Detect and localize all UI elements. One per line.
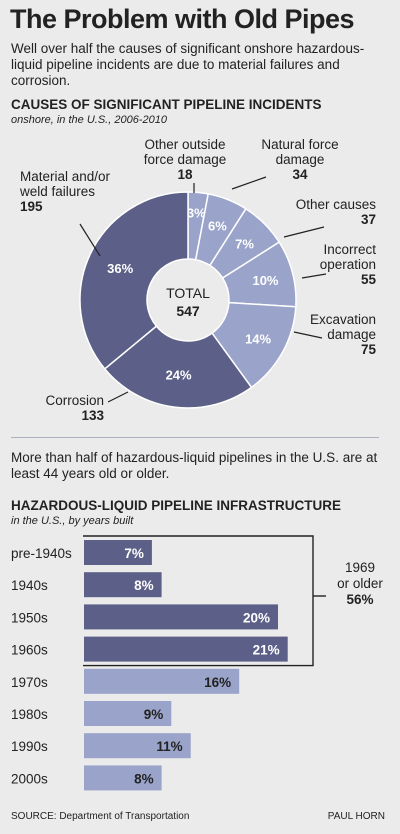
section-intro-text: More than half of hazardous-liquid pipel… bbox=[11, 450, 378, 481]
pie-slice-label-6: 36% bbox=[107, 261, 133, 276]
bar-category-label-1: 1940s bbox=[11, 578, 48, 593]
bar-value-label-2: 20% bbox=[243, 610, 270, 625]
pie-slice-6 bbox=[79, 191, 189, 370]
pie-chart: 3%6% 7% 10% 14% 24% 36% TOTAL 547 Other outsidef… bbox=[19, 137, 377, 423]
pie-slice-label-4: 14% bbox=[245, 332, 271, 347]
bar-category-label-7: 2000s bbox=[11, 771, 48, 786]
pie-leader-5 bbox=[107, 391, 129, 403]
pie-callout-count-2: 37 bbox=[361, 212, 376, 227]
bar-7 bbox=[84, 765, 162, 791]
pie-callout-count-3: 55 bbox=[361, 272, 377, 287]
bar-6 bbox=[84, 733, 191, 759]
bar-1 bbox=[84, 572, 162, 598]
pie-slice-label-5: 24% bbox=[166, 367, 192, 382]
bar-category-label-3: 1960s bbox=[11, 643, 48, 658]
pie-callout-count-1: 34 bbox=[292, 167, 308, 182]
pie-callout-name-6-0: Material and/or bbox=[20, 169, 111, 184]
bar-category-label-5: 1980s bbox=[11, 707, 48, 722]
pie-callout-name-0-1: force damage bbox=[144, 152, 227, 167]
pie-leader-4 bbox=[293, 331, 323, 339]
pie-callout-name-6-1: weld failures bbox=[19, 184, 95, 199]
bracket-label-1: or older bbox=[337, 576, 383, 591]
pie-callout-name-1-1: damage bbox=[276, 152, 325, 167]
pie-center-value: 547 bbox=[176, 303, 200, 319]
bar-category-label-2: 1950s bbox=[11, 610, 48, 625]
pie-slice-label-3: 10% bbox=[252, 273, 278, 288]
pie-callout-name-2-0: Other causes bbox=[296, 197, 377, 212]
bar-2 bbox=[84, 604, 278, 630]
bar-5 bbox=[84, 701, 172, 726]
pie-chart-subtitle: onshore, in the U.S., 2006-2010 bbox=[11, 114, 167, 126]
bar-value-label-7: 8% bbox=[134, 771, 154, 786]
bar-3 bbox=[84, 636, 288, 662]
pie-callout-count-5: 133 bbox=[81, 408, 104, 423]
bar-value-label-4: 16% bbox=[204, 675, 231, 690]
bar-value-label-5: 9% bbox=[144, 707, 164, 722]
bar-chart-subtitle: in the U.S., by years built bbox=[11, 515, 134, 527]
pie-callout-count-0: 18 bbox=[177, 167, 193, 182]
intro-text: Well over half the causes of significant… bbox=[11, 41, 365, 88]
source-note: SOURCE: Department of Transportation bbox=[11, 811, 190, 822]
bar-chart-title: HAZARDOUS-LIQUID PIPELINE INFRASTRUCTURE bbox=[11, 498, 341, 513]
credit-note: PAUL HORN bbox=[327, 811, 385, 822]
bar-category-label-4: 1970s bbox=[11, 675, 48, 690]
pie-callout-name-4-1: damage bbox=[327, 327, 376, 342]
pie-callout-name-1-0: Natural force bbox=[261, 137, 338, 152]
bar-value-label-6: 11% bbox=[156, 739, 182, 754]
bar-category-label-6: 1990s bbox=[11, 739, 48, 754]
bracket-label-0: 1969 bbox=[345, 560, 375, 575]
pie-leader-3 bbox=[301, 273, 327, 279]
bar-value-label-3: 21% bbox=[253, 643, 280, 658]
pie-leader-2 bbox=[283, 226, 325, 238]
pie-callout-count-4: 75 bbox=[361, 342, 377, 357]
bar-chart: pre-1940s 7% 1940s 8% 1950s 20% 1960s 21% 1970s 1… bbox=[11, 535, 383, 791]
pie-center-label: TOTAL bbox=[166, 285, 210, 301]
bracket-line bbox=[83, 535, 314, 667]
pie-callout-name-3-0: Incorrect bbox=[323, 242, 376, 257]
bar-category-label-0: pre-1940s bbox=[11, 546, 72, 561]
pie-slice-label-2: 7% bbox=[235, 236, 254, 251]
pie-callout-name-3-1: operation bbox=[320, 257, 376, 272]
pie-slice-label-0: 3% bbox=[187, 205, 206, 220]
bracket-value: 56% bbox=[346, 592, 373, 607]
pie-leader-1 bbox=[231, 176, 267, 190]
bar-4 bbox=[84, 668, 240, 694]
pie-slice-5 bbox=[103, 325, 253, 409]
section-divider bbox=[11, 437, 379, 438]
page-title: The Problem with Old Pipes bbox=[10, 4, 355, 34]
pie-chart-title: CAUSES OF SIGNIFICANT PIPELINE INCIDENTS bbox=[11, 97, 322, 112]
bar-value-label-0: 7% bbox=[124, 546, 144, 561]
pie-callout-name-4-0: Excavation bbox=[310, 312, 376, 327]
bar-0 bbox=[84, 540, 152, 565]
pie-slice-label-1: 6% bbox=[208, 219, 227, 234]
bar-value-label-1: 8% bbox=[134, 578, 154, 593]
pie-callout-count-6: 195 bbox=[20, 199, 43, 214]
pie-leader-6 bbox=[79, 223, 101, 257]
pie-callout-name-5-0: Corrosion bbox=[45, 393, 104, 408]
pie-callout-name-0-0: Other outside bbox=[144, 137, 225, 152]
